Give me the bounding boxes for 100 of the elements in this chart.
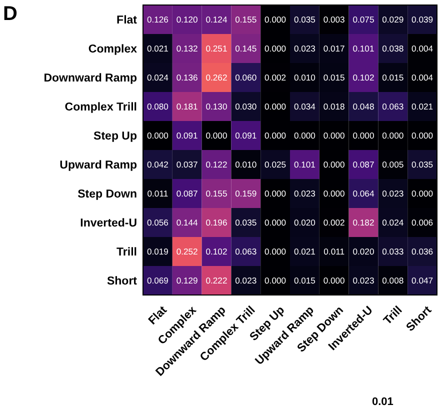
data-label: 0.130: [206, 102, 228, 112]
data-label: 0.000: [412, 188, 434, 199]
data-label: 0.000: [264, 44, 286, 54]
data-label: 0.101: [352, 44, 374, 54]
data-label: 0.144: [176, 218, 198, 228]
data-label: 0.004: [412, 44, 434, 54]
data-label: 0.011: [324, 246, 345, 257]
data-label: 0.000: [323, 130, 346, 141]
data-label: 0.145: [235, 44, 257, 54]
data-label: 0.000: [323, 160, 346, 170]
data-label: 0.122: [206, 160, 228, 170]
data-label: 0.021: [412, 102, 434, 112]
data-label: 0.015: [382, 72, 404, 83]
data-label: 0.064: [352, 188, 374, 199]
data-label: 0.020: [352, 246, 374, 257]
data-label: 0.136: [176, 72, 198, 83]
data-label: 0.023: [382, 188, 404, 199]
data-label: 0.021: [294, 246, 316, 257]
data-label: 0.181: [176, 102, 198, 112]
data-label: 0.262: [206, 72, 228, 83]
y-tick-label: Step Down: [78, 188, 137, 201]
data-label: 0.000: [323, 276, 346, 286]
y-tick-label: Inverted-U: [80, 218, 137, 230]
data-label: 0.023: [352, 276, 374, 286]
data-label: 0.036: [412, 246, 434, 257]
y-tick-label: Flat: [116, 14, 138, 27]
data-label: 0.155: [206, 188, 228, 199]
data-label: 0.021: [146, 44, 169, 54]
y-tick-label: Step Up: [94, 130, 137, 143]
data-label: 0.015: [323, 72, 346, 83]
data-label: 0.124: [206, 14, 228, 25]
data-label: 0.251: [206, 44, 228, 54]
data-label: 0.000: [382, 130, 404, 141]
data-label: 0.000: [264, 14, 286, 25]
data-label: 0.018: [323, 102, 346, 112]
data-label: 0.023: [294, 188, 316, 199]
data-label: 0.000: [206, 130, 228, 141]
text: 0.01: [372, 396, 394, 408]
data-label: 0.003: [323, 14, 346, 25]
data-label: 0.047: [412, 276, 434, 286]
data-label: 0.060: [235, 72, 257, 83]
y-tick-label: Short: [106, 276, 138, 288]
y-tick-label: Upward Ramp: [60, 160, 137, 172]
data-label: 0.015: [294, 276, 316, 286]
data-label: 0.155: [235, 14, 257, 25]
data-label: 0.126: [146, 14, 169, 25]
y-tick-label: Trill: [116, 246, 137, 259]
data-label: 0.048: [352, 102, 374, 112]
data-label: 0.063: [235, 246, 257, 257]
data-label: 0.101: [294, 160, 316, 170]
data-label: 0.075: [352, 14, 374, 25]
data-label: 0.019: [146, 246, 169, 257]
data-label: 0.010: [235, 160, 257, 170]
data-label: 0.000: [264, 276, 286, 286]
data-label: 0.042: [146, 160, 169, 170]
data-label: 0.091: [176, 130, 198, 141]
data-label: 0.023: [294, 44, 316, 54]
data-label: 0.000: [323, 188, 346, 199]
data-label: 0.000: [294, 130, 316, 141]
data-label: 0.000: [264, 130, 286, 141]
data-label: 0.000: [264, 102, 286, 112]
data-label: 0.017: [323, 44, 346, 54]
data-label: 0.063: [382, 102, 404, 112]
data-label: 0.035: [235, 218, 257, 228]
data-label: 0.087: [176, 188, 198, 199]
data-label: 0.002: [264, 72, 286, 83]
data-label: 0.006: [412, 218, 434, 228]
data-label: 0.008: [382, 276, 404, 286]
data-label: 0.196: [206, 218, 228, 228]
data-label: 0.080: [146, 102, 169, 112]
data-label: 0.252: [176, 246, 198, 257]
data-label: 0.000: [264, 188, 286, 199]
data-label: 0.129: [176, 276, 198, 286]
chart-title: D: [3, 3, 18, 25]
data-label: 0.025: [264, 160, 286, 170]
x-tick-label: Trill: [382, 304, 405, 328]
data-label: 0.024: [382, 218, 404, 228]
data-label: 0.120: [176, 14, 198, 25]
data-label: 0.091: [235, 130, 257, 141]
data-label: 0.023: [235, 276, 257, 286]
data-label: 0.035: [412, 160, 434, 170]
data-label: 0.035: [294, 14, 316, 25]
data-label: 0.159: [235, 188, 257, 199]
y-tick-label: Downward Ramp: [44, 72, 137, 85]
data-label: 0.030: [235, 102, 257, 112]
y-tick-label: Complex: [88, 44, 138, 56]
data-label: 0.002: [323, 218, 346, 228]
data-label: 0.029: [382, 14, 404, 25]
data-label: 0.034: [294, 102, 316, 112]
data-label: 0.000: [264, 218, 286, 228]
data-label: 0.011: [147, 188, 168, 199]
data-label: 0.004: [412, 72, 434, 83]
data-label: 0.056: [146, 218, 169, 228]
data-label: 0.000: [146, 130, 169, 141]
data-label: 0.222: [206, 276, 228, 286]
data-label: 0.000: [352, 130, 374, 141]
data-label: 0.000: [412, 130, 434, 141]
data-label: 0.037: [176, 160, 198, 170]
data-label: 0.069: [146, 276, 169, 286]
y-tick-label: Complex Trill: [64, 102, 137, 114]
